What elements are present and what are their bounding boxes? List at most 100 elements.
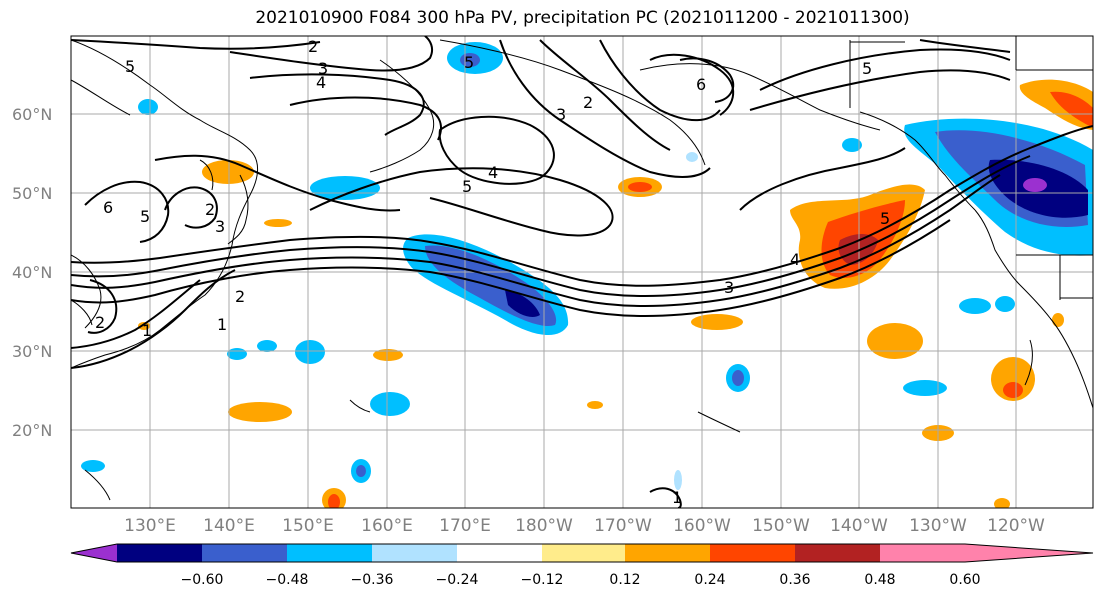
longitude-labels: 130°E 140°E 150°E 160°E 170°E 180°W 170°… xyxy=(124,516,1045,536)
longitude-label: 170°W xyxy=(594,516,652,536)
contour-label: 5 xyxy=(464,53,474,72)
colorbar-tick-label: −0.24 xyxy=(436,572,479,588)
coastline xyxy=(1049,317,1093,409)
colorbar-segment xyxy=(372,544,457,562)
coastline xyxy=(227,174,249,245)
precip-blob xyxy=(991,357,1035,401)
colorbar-segment xyxy=(795,544,880,562)
contour-label: 4 xyxy=(316,73,326,92)
coastline xyxy=(1016,254,1093,300)
contour-label: 2 xyxy=(235,287,245,306)
precip-blob xyxy=(81,460,105,472)
coastline xyxy=(697,411,741,433)
precip-blob xyxy=(505,290,540,317)
coastline xyxy=(71,39,258,369)
longitude-label: 140°E xyxy=(203,516,255,536)
pv-contours xyxy=(71,36,1093,508)
pv-contour xyxy=(229,36,434,72)
pv-contour xyxy=(739,147,906,211)
precip-blob xyxy=(994,498,1010,508)
pv-contour xyxy=(71,279,201,349)
gridlines xyxy=(71,36,1093,508)
precipitation-shading xyxy=(81,42,1093,508)
precip-blob xyxy=(264,219,292,227)
contour-label: 5 xyxy=(862,59,872,78)
longitude-label: 130°E xyxy=(124,516,176,536)
pv-contour xyxy=(309,167,614,237)
precip-blob xyxy=(587,401,603,409)
pv-contour xyxy=(154,154,401,212)
contour-label: 6 xyxy=(103,198,113,217)
contour-label: 3 xyxy=(215,217,225,236)
pv-contour xyxy=(164,186,218,229)
coastline xyxy=(1015,36,1093,71)
contour-label: 4 xyxy=(790,250,800,269)
colorbar-tick-label: 0.48 xyxy=(864,572,895,588)
colorbar-tick-label: −0.36 xyxy=(351,572,394,588)
precip-blob xyxy=(1050,91,1093,128)
colorbar-tick-label: −0.48 xyxy=(266,572,309,588)
precip-blob xyxy=(295,340,325,364)
precip-blob xyxy=(310,176,380,200)
coastline xyxy=(849,40,905,108)
latitude-label: 20°N xyxy=(12,421,52,440)
precip-blob xyxy=(227,348,247,360)
contour-label: 5 xyxy=(140,207,150,226)
contour-label: 3 xyxy=(556,105,566,124)
pv-contour xyxy=(649,53,735,116)
pv-contour xyxy=(289,96,442,141)
contour-label: 4 xyxy=(488,163,498,182)
coastline xyxy=(349,399,371,413)
coastline xyxy=(369,59,435,173)
pv-contour xyxy=(679,57,735,103)
longitude-label: 170°E xyxy=(439,516,491,536)
pv-contour xyxy=(71,125,1093,287)
latitude-label: 50°N xyxy=(12,184,52,203)
longitude-label: 130°W xyxy=(909,516,967,536)
pv-contour xyxy=(649,487,682,508)
contour-label: 2 xyxy=(308,37,318,56)
longitude-label: 160°E xyxy=(361,516,413,536)
contour-label: 2 xyxy=(205,200,215,219)
precip-blob xyxy=(228,402,292,422)
precip-blob xyxy=(1019,79,1093,130)
colorbar-segment xyxy=(287,544,372,562)
latitude-labels: 60°N 50°N 40°N 30°N 20°N xyxy=(12,105,52,440)
precip-blob xyxy=(257,340,277,352)
precip-blob xyxy=(995,296,1015,312)
latitude-label: 60°N xyxy=(12,105,52,124)
contour-label: 3 xyxy=(318,59,328,78)
colorbar-outline xyxy=(70,543,1094,563)
pv-contour xyxy=(71,39,321,50)
pv-contour xyxy=(71,174,1001,308)
colorbar-tick-label: 0.24 xyxy=(694,572,725,588)
colorbar-tick-label: −0.60 xyxy=(181,572,224,588)
colorbar: −0.60 −0.48 −0.36 −0.24 −0.12 0.12 0.24 … xyxy=(70,543,1094,588)
coastline xyxy=(1024,339,1033,386)
precip-blob xyxy=(356,465,366,477)
contour-label: 3 xyxy=(724,278,734,297)
coastline xyxy=(439,39,706,166)
precip-blob xyxy=(674,470,682,490)
colorbar-tick-label: 0.60 xyxy=(949,572,980,588)
pv-contour xyxy=(438,115,555,185)
pv-contour xyxy=(71,219,951,318)
coastline xyxy=(974,209,1051,319)
colorbar-segment xyxy=(542,544,625,562)
colorbar-segment xyxy=(457,544,542,562)
precip-blob xyxy=(373,349,403,361)
contour-labels: 2 3 4 5 6 5 3 2 5 4 5 3 4 5 2 3 6 2 1 2 … xyxy=(95,37,890,507)
pv-contour xyxy=(499,39,711,178)
precip-blob xyxy=(1052,313,1064,327)
contour-label: 5 xyxy=(880,209,890,228)
pv-contour xyxy=(87,279,118,334)
coastline xyxy=(199,159,214,191)
colorbar-segment xyxy=(880,544,965,562)
contour-label: 2 xyxy=(95,313,105,332)
colorbar-segment xyxy=(710,544,795,562)
coastlines xyxy=(71,36,1093,501)
colorbar-extend-left xyxy=(71,544,117,562)
precip-blob xyxy=(732,370,744,386)
precip-blob xyxy=(202,160,254,184)
